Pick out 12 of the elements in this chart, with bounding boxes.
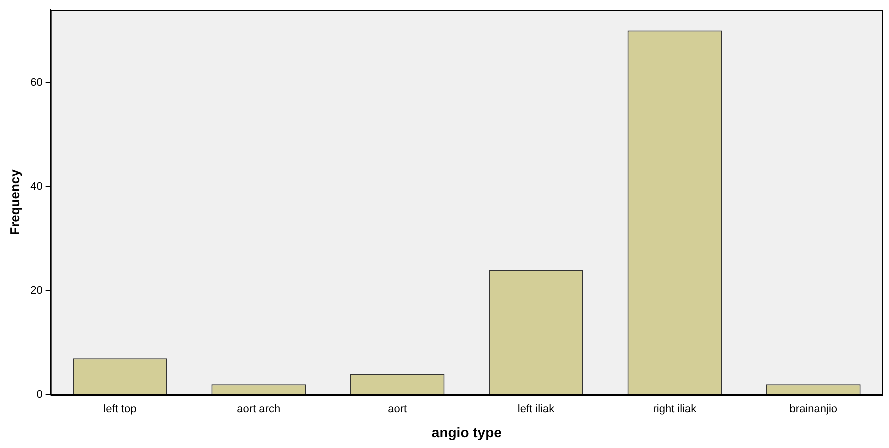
x-tick-label: aort arch xyxy=(237,404,281,416)
y-axis-title: Frequency xyxy=(7,168,22,236)
y-tick-label: 40 xyxy=(30,180,43,193)
x-tick-label: aort xyxy=(388,404,408,416)
x-tick-label: brainanjio xyxy=(790,404,838,416)
y-tick-label: 20 xyxy=(30,284,43,297)
x-tick-label: left top xyxy=(104,404,137,416)
y-tick-label: 60 xyxy=(30,76,43,89)
x-axis-title: angio type xyxy=(432,424,502,440)
y-tick-label: 0 xyxy=(36,389,43,402)
x-tick-label: left iliak xyxy=(518,404,556,416)
x-tick-label: right iliak xyxy=(653,404,698,416)
